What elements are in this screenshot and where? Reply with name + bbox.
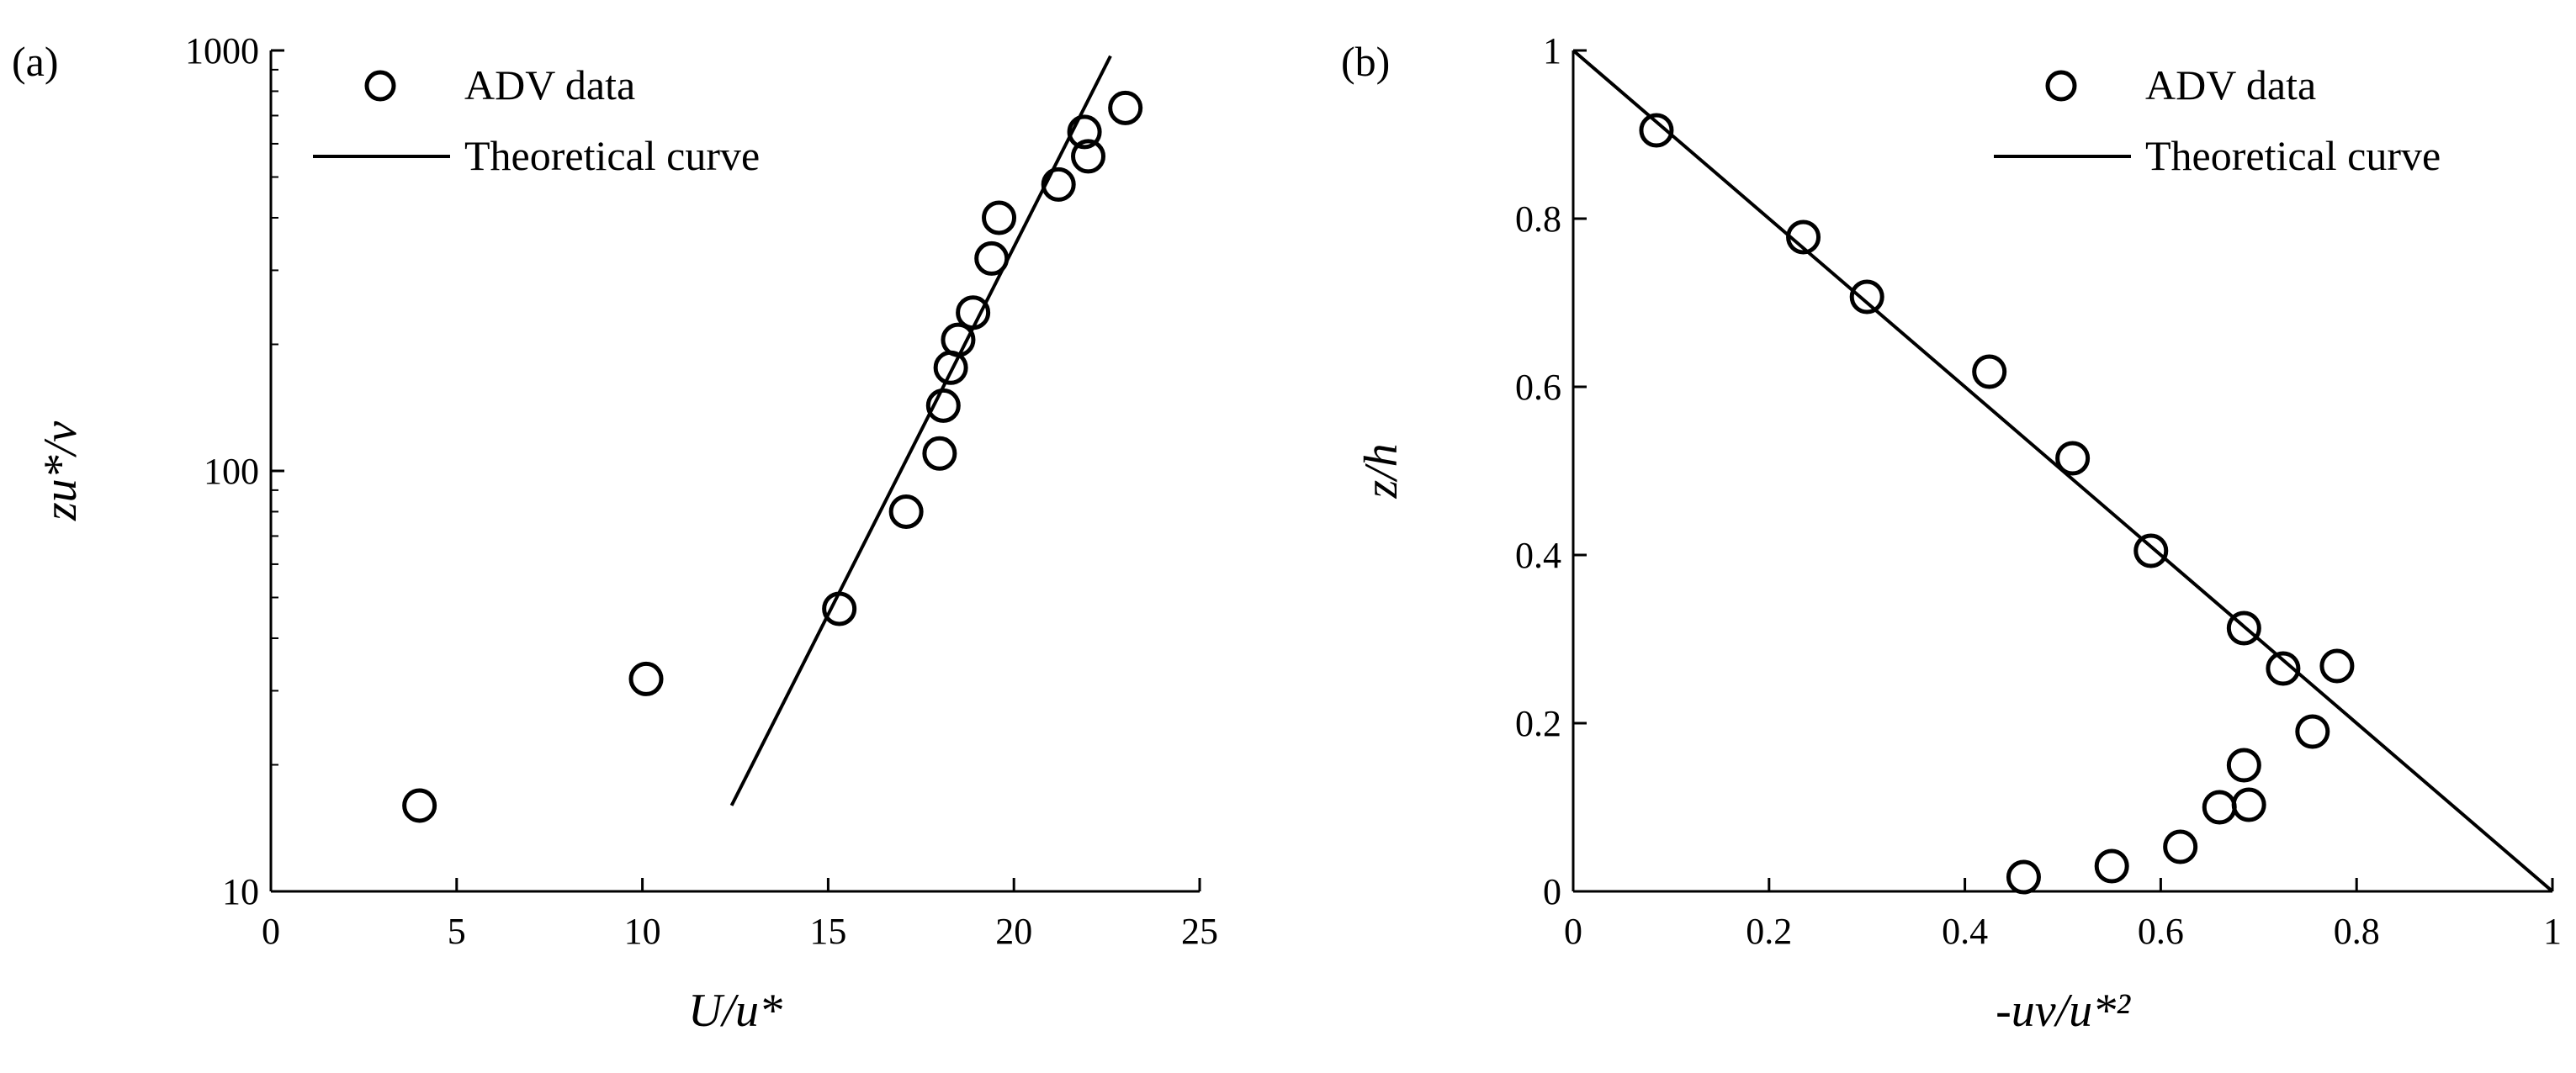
x-tick-label: 0.8 [2334,911,2380,952]
x-tick-label: 0.2 [1746,911,1792,952]
adv-data-point [982,200,1017,235]
adv-data-point [1071,139,1106,174]
panel-b-legend-label-data: ADV data [2145,61,2316,108]
adv-data-point [2163,829,2198,864]
panel-a: (a) 10 100 1000 0 5 10 15 20 25 ADV data Theore… [12,30,1218,1037]
adv-data-point [2231,787,2266,822]
adv-data-point [2226,610,2261,646]
adv-data-point [941,322,976,357]
adv-data-point [2055,441,2091,476]
adv-data-point [2226,748,2261,783]
panel-b-legend-label-curve: Theoretical curve [2145,132,2441,179]
adv-data-point [2006,859,2041,895]
panel-a-label: (a) [12,38,59,85]
adv-data-point [1067,114,1102,150]
panel-b: (b) 0 0.2 0.4 0.6 0.8 1 0 0.2 0.4 0.6 0.8 1 ADV da… [1341,30,2562,1037]
panel-a-legend-label-curve: Theoretical curve [464,132,760,179]
theoretical-curve-line [729,55,1112,806]
adv-data-point [628,661,664,696]
adv-data-point [402,788,437,823]
adv-data-point [1786,219,1821,255]
x-tick-label: 15 [809,911,846,952]
y-tick-label: 100 [204,451,259,492]
x-tick-label: 0 [1564,911,1582,952]
x-tick-label: 0 [262,911,280,952]
x-tick-label: 0.6 [2138,911,2184,952]
panel-b-legend-marker [2045,70,2077,102]
panel-a-legend-marker [364,70,396,102]
adv-data-point [1972,354,2007,389]
y-tick-label: 0 [1543,871,1561,912]
adv-data-point [822,591,857,626]
adv-data-point [933,350,968,385]
adv-data-point [2094,848,2129,884]
panel-a-legend: ADV data Theoretical curve [313,61,760,179]
y-tick-label: 0.6 [1515,367,1561,408]
adv-data-point [2202,790,2237,825]
panel-a-y-axis-label: zu*/ν [34,421,87,521]
panel-b-label: (b) [1341,38,1390,85]
adv-data-point [922,436,957,471]
panel-b-legend: ADV data Theoretical curve [1994,61,2441,179]
x-tick-label: 5 [448,911,466,952]
panel-b-x-axis-label: -uv/u*² [1996,985,2131,1037]
adv-data-point [1041,166,1076,202]
y-tick-label: 1 [1543,30,1561,71]
adv-data-point [888,494,924,529]
adv-data-point [2295,714,2330,749]
adv-data-point [1849,279,1884,314]
x-tick-label: 20 [995,911,1032,952]
adv-data-point [1108,90,1143,125]
panel-a-x-axis-label: U/u* [688,985,782,1037]
adv-data-point [2133,533,2169,568]
adv-data-point [2266,651,2301,686]
y-tick-label: 0.8 [1515,198,1561,240]
y-tick-label: 0.4 [1515,535,1561,576]
y-tick-label: 1000 [185,30,259,71]
panel-b-y-axis-label: z/h [1355,443,1407,499]
adv-data-point [925,388,961,423]
x-tick-label: 0.4 [1942,911,1988,952]
adv-data-point [2319,648,2355,684]
adv-data-point [956,295,991,330]
x-tick-label: 1 [2543,911,2562,952]
x-tick-label: 25 [1181,911,1218,952]
adv-data-point [1639,113,1674,148]
adv-data-point [974,240,1010,276]
y-tick-label: 0.2 [1515,703,1561,744]
y-tick-label: 10 [222,871,259,912]
panel-a-legend-label-data: ADV data [464,61,635,108]
x-tick-label: 10 [624,911,661,952]
